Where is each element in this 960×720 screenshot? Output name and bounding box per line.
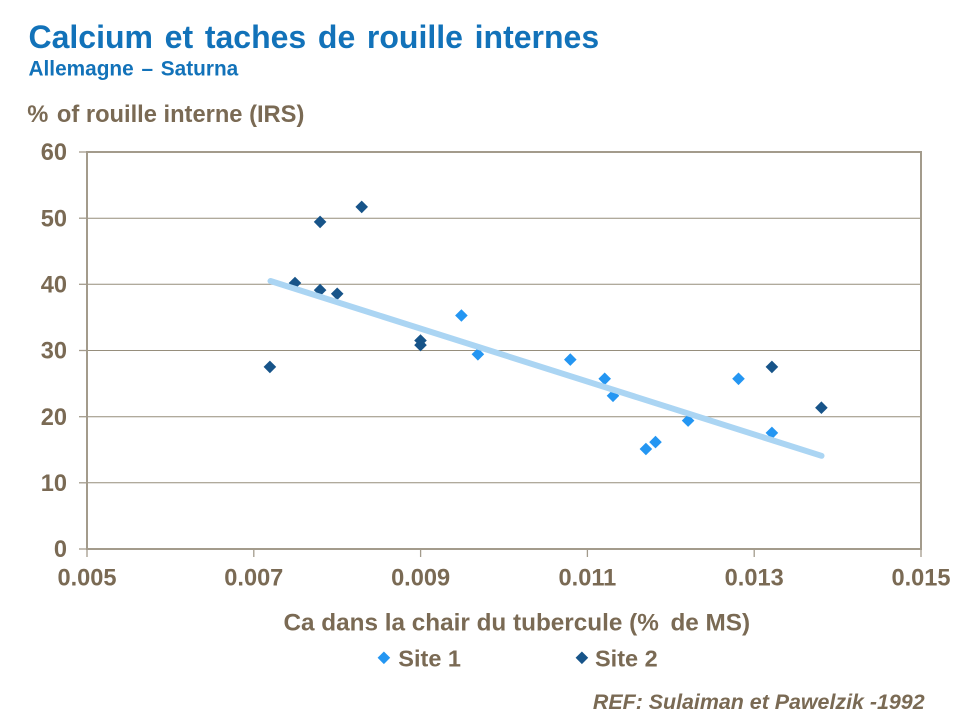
svg-text:Site 1: Site 1 bbox=[398, 646, 461, 672]
svg-text:0.007: 0.007 bbox=[224, 566, 283, 592]
svg-text:Ca dans la chair du tubercule: Ca dans la chair du tubercule (% de MS) bbox=[283, 609, 750, 636]
svg-text:0.009: 0.009 bbox=[391, 566, 450, 592]
svg-text:40: 40 bbox=[41, 273, 67, 299]
svg-text:30: 30 bbox=[41, 339, 67, 365]
svg-text:Calcium et taches de rouille i: Calcium et taches de rouille internes bbox=[29, 19, 600, 55]
svg-text:0: 0 bbox=[54, 537, 67, 563]
svg-text:20: 20 bbox=[41, 405, 67, 431]
svg-text:REF: Sulaiman et Pawelzik -199: REF: Sulaiman et Pawelzik -1992 bbox=[593, 690, 925, 714]
svg-text:0.005: 0.005 bbox=[57, 566, 116, 592]
svg-text:60: 60 bbox=[41, 140, 67, 166]
svg-text:% of rouille interne (IRS): % of rouille interne (IRS) bbox=[27, 102, 304, 128]
svg-text:0.013: 0.013 bbox=[725, 566, 784, 592]
svg-text:Allemagne – Saturna: Allemagne – Saturna bbox=[29, 57, 239, 80]
svg-text:0.011: 0.011 bbox=[559, 566, 617, 592]
svg-text:10: 10 bbox=[41, 471, 67, 497]
svg-text:0.015: 0.015 bbox=[891, 566, 950, 592]
svg-text:Site 2: Site 2 bbox=[595, 646, 658, 672]
svg-text:50: 50 bbox=[41, 206, 67, 232]
